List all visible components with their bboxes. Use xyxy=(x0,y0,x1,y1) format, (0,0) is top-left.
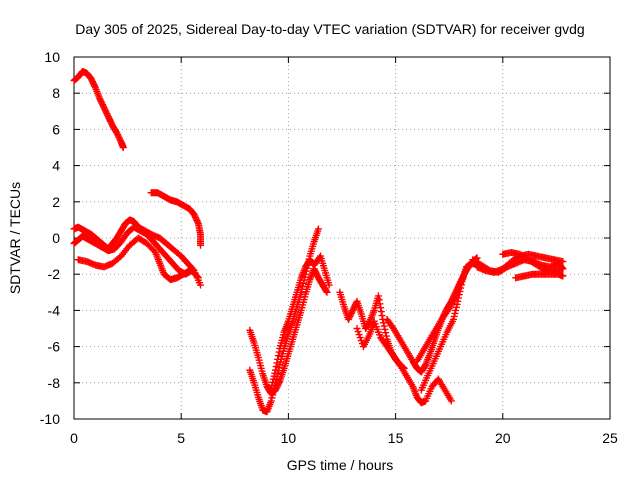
data-point xyxy=(375,296,383,304)
y-tick-label: 6 xyxy=(52,121,60,137)
y-tick-label: 10 xyxy=(44,49,60,65)
data-point xyxy=(272,366,280,374)
data-point xyxy=(272,363,280,371)
x-tick-label: 15 xyxy=(388,430,404,446)
data-point xyxy=(314,225,322,233)
y-tick-label: 2 xyxy=(52,194,60,210)
y-tick-label: -2 xyxy=(48,266,61,282)
x-tick-label: 25 xyxy=(602,430,618,446)
data-point xyxy=(454,297,462,305)
data-point xyxy=(380,322,388,330)
data-point xyxy=(194,274,202,282)
data-point xyxy=(119,144,127,151)
y-axis-ticks: -10 -8 -6 -4 -2 0 2 4 6 8 10 xyxy=(40,49,610,427)
data-point xyxy=(377,308,385,316)
data-point xyxy=(376,300,384,308)
data-point xyxy=(457,281,465,289)
data-point xyxy=(91,82,99,90)
data-point xyxy=(325,281,333,289)
data-point xyxy=(559,258,567,266)
data-point xyxy=(196,241,204,249)
grid-lines xyxy=(74,57,610,419)
y-tick-label: -6 xyxy=(48,339,61,355)
data-point xyxy=(196,281,204,289)
y-tick-label: 0 xyxy=(52,230,60,246)
data-points xyxy=(70,67,567,416)
y-tick-label: -8 xyxy=(48,375,61,391)
data-point xyxy=(194,218,202,226)
series-arc-10 xyxy=(353,317,455,407)
data-point xyxy=(186,267,194,275)
data-point xyxy=(454,294,462,302)
data-point xyxy=(382,332,390,340)
y-axis-label: SDTVAR / TECUs xyxy=(7,182,23,294)
data-point xyxy=(323,288,331,296)
chart-title: Day 305 of 2025, Sidereal Day-to-day VTE… xyxy=(75,21,584,37)
data-point xyxy=(274,352,282,360)
data-point xyxy=(378,312,386,320)
series-arc-13 xyxy=(417,259,483,394)
series-arc-5 xyxy=(147,189,204,249)
data-point xyxy=(456,287,464,295)
x-tick-label: 20 xyxy=(495,430,511,446)
x-axis-label: GPS time / hours xyxy=(287,457,394,473)
y-tick-label: -4 xyxy=(48,302,61,318)
x-tick-label: 10 xyxy=(281,430,297,446)
data-point xyxy=(377,304,385,312)
data-point xyxy=(559,265,567,273)
data-point xyxy=(273,359,281,367)
x-axis-ticks: 0 5 10 15 20 25 xyxy=(70,57,618,446)
data-point xyxy=(193,273,201,281)
data-point xyxy=(455,291,463,299)
data-point xyxy=(457,284,465,292)
series-arc-7 xyxy=(246,225,322,416)
data-point xyxy=(447,397,455,405)
data-point xyxy=(374,292,382,300)
x-tick-label: 5 xyxy=(177,430,185,446)
data-point xyxy=(274,355,282,363)
series-arc-4 xyxy=(74,234,194,284)
data-point xyxy=(559,272,567,280)
data-point xyxy=(322,287,330,295)
series-arc-17 xyxy=(512,270,567,282)
series-arc-1 xyxy=(70,67,127,151)
series-arc-16 xyxy=(499,248,567,275)
y-tick-label: 4 xyxy=(52,158,60,174)
series-arc-8 xyxy=(267,252,333,392)
data-point xyxy=(381,325,389,333)
y-tick-label: 8 xyxy=(52,85,60,101)
y-tick-label: -10 xyxy=(40,411,60,427)
data-point xyxy=(275,348,283,356)
data-point xyxy=(382,329,390,337)
x-tick-label: 0 xyxy=(70,430,78,446)
